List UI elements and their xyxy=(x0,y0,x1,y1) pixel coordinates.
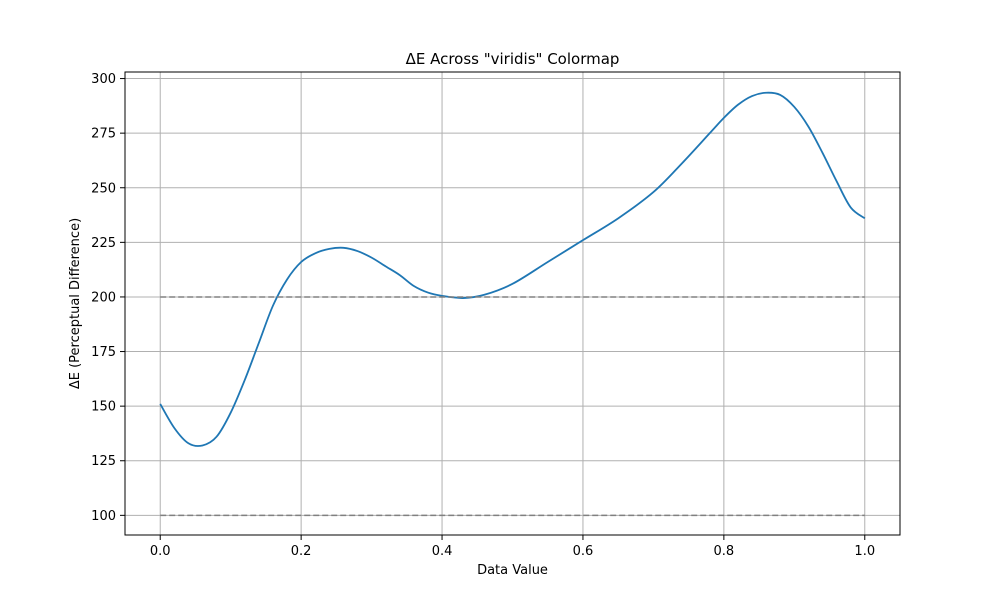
y-tick-label: 125 xyxy=(91,454,116,469)
plot-frame xyxy=(124,71,901,536)
x-tick-label: 0.8 xyxy=(714,544,735,559)
y-axis: 100 125 150 175 200 225 250 275 300 xyxy=(91,72,125,524)
y-tick-label: 150 xyxy=(91,400,116,415)
y-tick-label: 275 xyxy=(91,127,116,142)
y-axis-label: ΔE (Perceptual Difference) xyxy=(68,218,83,389)
x-tick-label: 0.2 xyxy=(291,544,312,559)
x-tick-label: 0.0 xyxy=(150,544,171,559)
y-tick-label: 200 xyxy=(91,290,116,305)
series-layer xyxy=(159,91,866,517)
x-tick-label: 0.6 xyxy=(573,544,594,559)
x-tick-label: 0.4 xyxy=(432,544,453,559)
y-tick-label: 300 xyxy=(91,72,116,87)
y-tick-label: 100 xyxy=(91,509,116,524)
x-axis: 0.0 0.2 0.4 0.6 0.8 1.0 xyxy=(150,535,875,559)
x-tick-label: 1.0 xyxy=(854,544,875,559)
delta-e-line xyxy=(159,91,866,447)
x-axis-label: Data Value xyxy=(477,563,548,578)
chart-title: ΔE Across "viridis" Colormap xyxy=(406,50,620,68)
y-tick-label: 250 xyxy=(91,181,116,196)
y-tick-label: 225 xyxy=(91,236,116,251)
y-tick-label: 175 xyxy=(91,345,116,360)
